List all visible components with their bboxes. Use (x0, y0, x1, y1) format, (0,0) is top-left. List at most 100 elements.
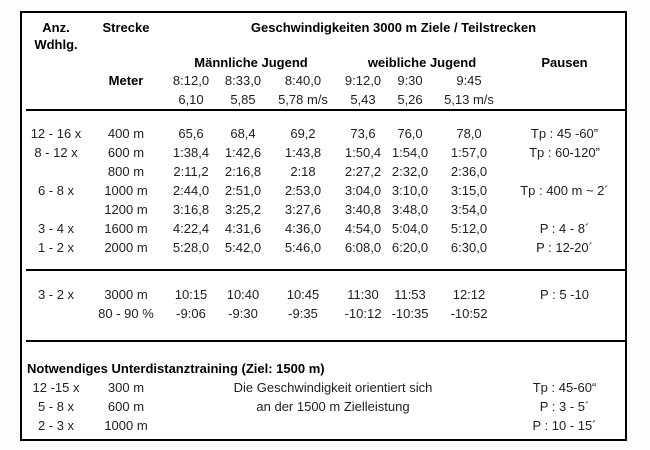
reps-cell: 1 - 2 x (37, 240, 75, 255)
time-cell: -9:30 (228, 306, 258, 321)
time-cell: 2:32,0 (391, 164, 429, 179)
time-cell: -9:06 (176, 306, 206, 321)
time-cell: 3:48,0 (391, 202, 429, 217)
pause-cell: P : 4 - 8´ (539, 221, 590, 236)
time-cell: 10:45 (286, 287, 320, 302)
underdistance-row-300m: 12 -15 x 300 m Die Geschwindigkeit orien… (22, 378, 625, 397)
time-cell: -9:35 (288, 306, 318, 321)
time-cell: 4:22,4 (172, 221, 210, 236)
target-times-row: Meter 8:12,0 8:33,0 8:40,0 9:12,0 9:30 9… (22, 71, 625, 90)
distance-cell: 1600 m (104, 221, 148, 236)
distance-cell: 400 m (107, 126, 145, 141)
interval-row-1200m: 1200 m 3:16,8 3:25,2 3:27,6 3:40,8 3:48,… (22, 200, 625, 219)
time-cell: 3:10,0 (391, 183, 429, 198)
distance-cell: 1000 m (104, 183, 148, 198)
pause-cell: Tp : 45-60“ (532, 380, 597, 395)
interval-row-2000m: 1 - 2 x 2000 m 5:28,0 5:42,0 5:46,0 6:08… (22, 238, 625, 257)
reps-cell: 12 - 16 x (30, 126, 82, 141)
target-speeds-row: 6,10 5,85 5,78 m/s 5,43 5,26 5,13 m/s (22, 90, 625, 109)
pause-cell: Tp : 45 -60” (530, 126, 599, 141)
time-cell: 11:30 (347, 287, 379, 302)
group-header-row: Männliche Jugend weibliche Jugend Pausen (22, 53, 625, 71)
underdistance-heading: Notwendiges Unterdistanztraining (Ziel: … (27, 361, 325, 376)
pause-cell: P : 5 -10 (540, 287, 589, 302)
distance-cell: 300 m (107, 380, 145, 395)
distance-cell: 80 - 90 % (98, 306, 154, 321)
time-cell: 2:18 (290, 164, 316, 179)
target-speed-cell: 5,13 m/s (444, 92, 494, 107)
time-cell: 1:54,0 (391, 145, 429, 160)
reps-cell: 2 - 3 x (37, 418, 75, 433)
meter-header: Meter (108, 73, 144, 88)
underdistance-row-1000m: 2 - 3 x 1000 m P : 10 - 15´ (22, 416, 625, 435)
time-cell: 1:57,0 (450, 145, 488, 160)
time-cell: -10:52 (450, 306, 488, 321)
anz-header: Anz. (42, 20, 70, 35)
pause-cell: P : 10 - 15´ (532, 418, 597, 433)
time-cell: 2:44,0 (172, 183, 210, 198)
male-group-header: Männliche Jugend (194, 54, 308, 70)
reps-cell: 6 - 8 x (37, 183, 75, 198)
distance-cell: 600 m (107, 399, 145, 414)
target-time-cell: 9:30 (397, 73, 423, 88)
time-cell: 3:27,6 (284, 202, 322, 217)
time-cell: 5:28,0 (172, 240, 210, 255)
time-cell: 76,0 (397, 126, 423, 141)
target-time-cell: 8:40,0 (284, 73, 322, 88)
target-speed-cell: 6,10 (178, 92, 204, 107)
target-speed-cell: 5,43 (350, 92, 376, 107)
header-row-1: Anz. Strecke Geschwindigkeiten 3000 m Zi… (22, 19, 625, 36)
time-cell: 5:12,0 (450, 221, 488, 236)
distance-cell: 1000 m (104, 418, 148, 433)
interval-row-600m: 8 - 12 x 600 m 1:38,4 1:42,6 1:43,8 1:50… (22, 143, 625, 162)
goal-row-3000m: 3 - 2 x 3000 m 10:15 10:40 10:45 11:30 1… (22, 285, 625, 304)
time-cell: 2:51,0 (224, 183, 262, 198)
time-cell: 2:16,8 (224, 164, 262, 179)
pause-cell: Tp : 60-120” (529, 145, 600, 160)
time-cell: 3:40,8 (344, 202, 382, 217)
time-cell: 2:27,2 (344, 164, 382, 179)
time-cell: 6:20,0 (391, 240, 429, 255)
time-cell: 5:04,0 (391, 221, 429, 236)
target-speed-cell: 5,85 (230, 92, 256, 107)
target-time-cell: 8:33,0 (224, 73, 262, 88)
target-speed-cell: 5,26 (397, 92, 423, 107)
time-cell: 1:43,8 (284, 145, 322, 160)
time-cell: 10:15 (174, 287, 208, 302)
time-cell: 1:38,4 (172, 145, 210, 160)
note-cell: Die Geschwindigkeit orientiert sich (233, 380, 433, 395)
time-cell: 3:25,2 (224, 202, 262, 217)
distance-cell: 1200 m (104, 202, 148, 217)
distance-cell: 2000 m (104, 240, 148, 255)
time-cell: 3:04,0 (344, 183, 382, 198)
pause-cell: P : 3 - 5´ (539, 399, 590, 414)
pausen-header: Pausen (541, 54, 588, 70)
distance-cell: 3000 m (104, 287, 148, 302)
time-cell: 69,2 (290, 126, 316, 141)
target-time-cell: 9:12,0 (344, 73, 382, 88)
reps-cell: 3 - 4 x (37, 221, 75, 236)
divider-line (26, 109, 625, 111)
goal-section: 3 - 2 x 3000 m 10:15 10:40 10:45 11:30 1… (22, 285, 625, 323)
time-cell: 3:15,0 (450, 183, 488, 198)
header-row-2: Wdhlg. (22, 36, 625, 53)
target-time-cell: 9:45 (456, 73, 482, 88)
time-cell: 10:40 (226, 287, 260, 302)
time-cell: 11:53 (394, 287, 426, 302)
time-cell: 4:31,6 (224, 221, 262, 236)
time-cell: 4:54,0 (344, 221, 382, 236)
reps-cell: 3 - 2 x (37, 287, 75, 302)
target-speed-cell: 5,78 m/s (278, 92, 328, 107)
underdistance-row-600m: 5 - 8 x 600 m an der 1500 m Zielleistung… (22, 397, 625, 416)
time-cell: 12:12 (452, 287, 486, 302)
time-cell: 2:53,0 (284, 183, 322, 198)
time-cell: 4:36,0 (284, 221, 322, 236)
time-cell: 6:30,0 (450, 240, 488, 255)
time-cell: 6:08,0 (344, 240, 382, 255)
time-cell: 3:54,0 (450, 202, 488, 217)
goal-row-percent: 80 - 90 % -9:06 -9:30 -9:35 -10:12 -10:3… (22, 304, 625, 323)
pause-cell: P : 12-20´ (536, 240, 593, 255)
reps-cell: 8 - 12 x (34, 145, 78, 160)
time-cell: 5:42,0 (224, 240, 262, 255)
training-table-frame: Anz. Strecke Geschwindigkeiten 3000 m Zi… (20, 11, 627, 441)
